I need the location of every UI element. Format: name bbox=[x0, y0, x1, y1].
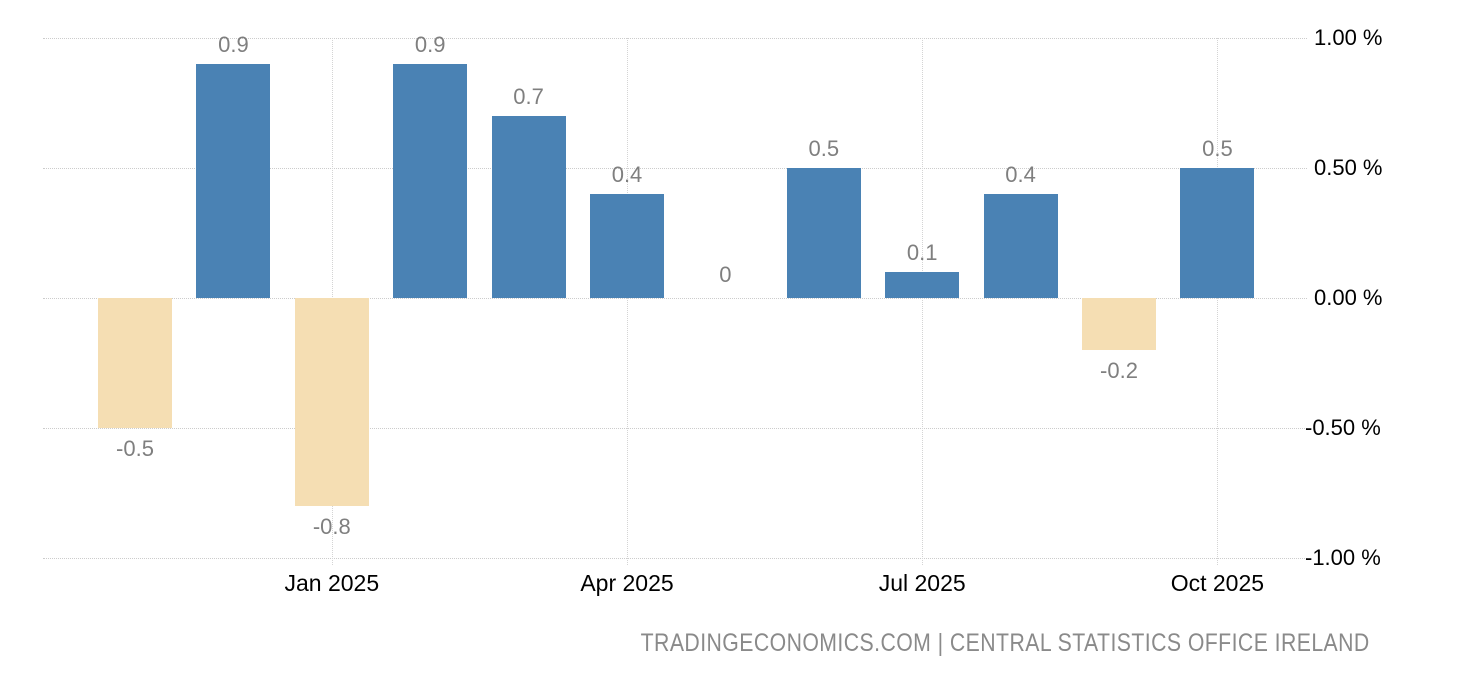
bar-value-label: 0.1 bbox=[906, 240, 938, 265]
plot-area bbox=[43, 38, 1307, 565]
gridline-vertical bbox=[627, 38, 628, 565]
x-tick-label: Jan 2025 bbox=[284, 570, 380, 596]
bar-dec-2024[interactable] bbox=[196, 64, 271, 298]
bar-value-label: 0.7 bbox=[513, 84, 544, 109]
bar-value-label: -0.2 bbox=[1100, 358, 1138, 383]
gridline-horizontal bbox=[43, 298, 1307, 299]
bar-value-label: 0.4 bbox=[611, 162, 643, 187]
chart-attribution[interactable]: TRADINGECONOMICS.COM | CENTRAL STATISTIC… bbox=[640, 629, 1370, 657]
gridline-horizontal bbox=[43, 558, 1307, 559]
bar-jul-2025[interactable] bbox=[885, 272, 960, 298]
bar-value-label: 0.9 bbox=[218, 32, 249, 57]
bar-value-label: 0.5 bbox=[808, 136, 840, 161]
x-tick-label: Apr 2025 bbox=[580, 570, 674, 596]
bar-nov-2024[interactable] bbox=[98, 298, 172, 428]
gridline-horizontal bbox=[43, 38, 1307, 39]
y-tick-label: 0.00 % bbox=[1314, 285, 1383, 310]
bar-value-label: -0.8 bbox=[312, 514, 351, 539]
gridline-vertical bbox=[1217, 38, 1219, 565]
bar-jan-2025[interactable] bbox=[294, 298, 369, 506]
y-tick-label: -0.50 % bbox=[1305, 415, 1381, 440]
bar-jun-2025[interactable] bbox=[786, 168, 861, 298]
gridline-horizontal bbox=[43, 168, 1307, 169]
bar-value-label: 0.9 bbox=[414, 32, 446, 57]
bar-mar-2025[interactable] bbox=[491, 116, 566, 298]
bar-feb-2025[interactable] bbox=[393, 64, 468, 298]
y-tick-label: 0.50 % bbox=[1314, 155, 1383, 180]
x-tick-label: Oct 2025 bbox=[1170, 570, 1265, 596]
y-tick-label: -1.00 % bbox=[1305, 545, 1381, 570]
bar-value-label: -0.5 bbox=[116, 436, 154, 461]
bar-value-label: 0 bbox=[719, 262, 732, 287]
gridline-vertical bbox=[922, 38, 924, 565]
bar-apr-2025[interactable] bbox=[590, 194, 664, 298]
bar-value-label: 0.4 bbox=[1005, 162, 1036, 187]
bar-value-label: 0.5 bbox=[1202, 136, 1233, 161]
x-tick-label: Jul 2025 bbox=[878, 570, 966, 596]
gridline-horizontal bbox=[43, 428, 1307, 429]
y-tick-label: 1.00 % bbox=[1314, 25, 1383, 50]
bar-sep-2025[interactable] bbox=[1082, 298, 1156, 350]
bar-aug-2025[interactable] bbox=[983, 194, 1058, 298]
bar-oct-2025[interactable] bbox=[1180, 168, 1255, 298]
